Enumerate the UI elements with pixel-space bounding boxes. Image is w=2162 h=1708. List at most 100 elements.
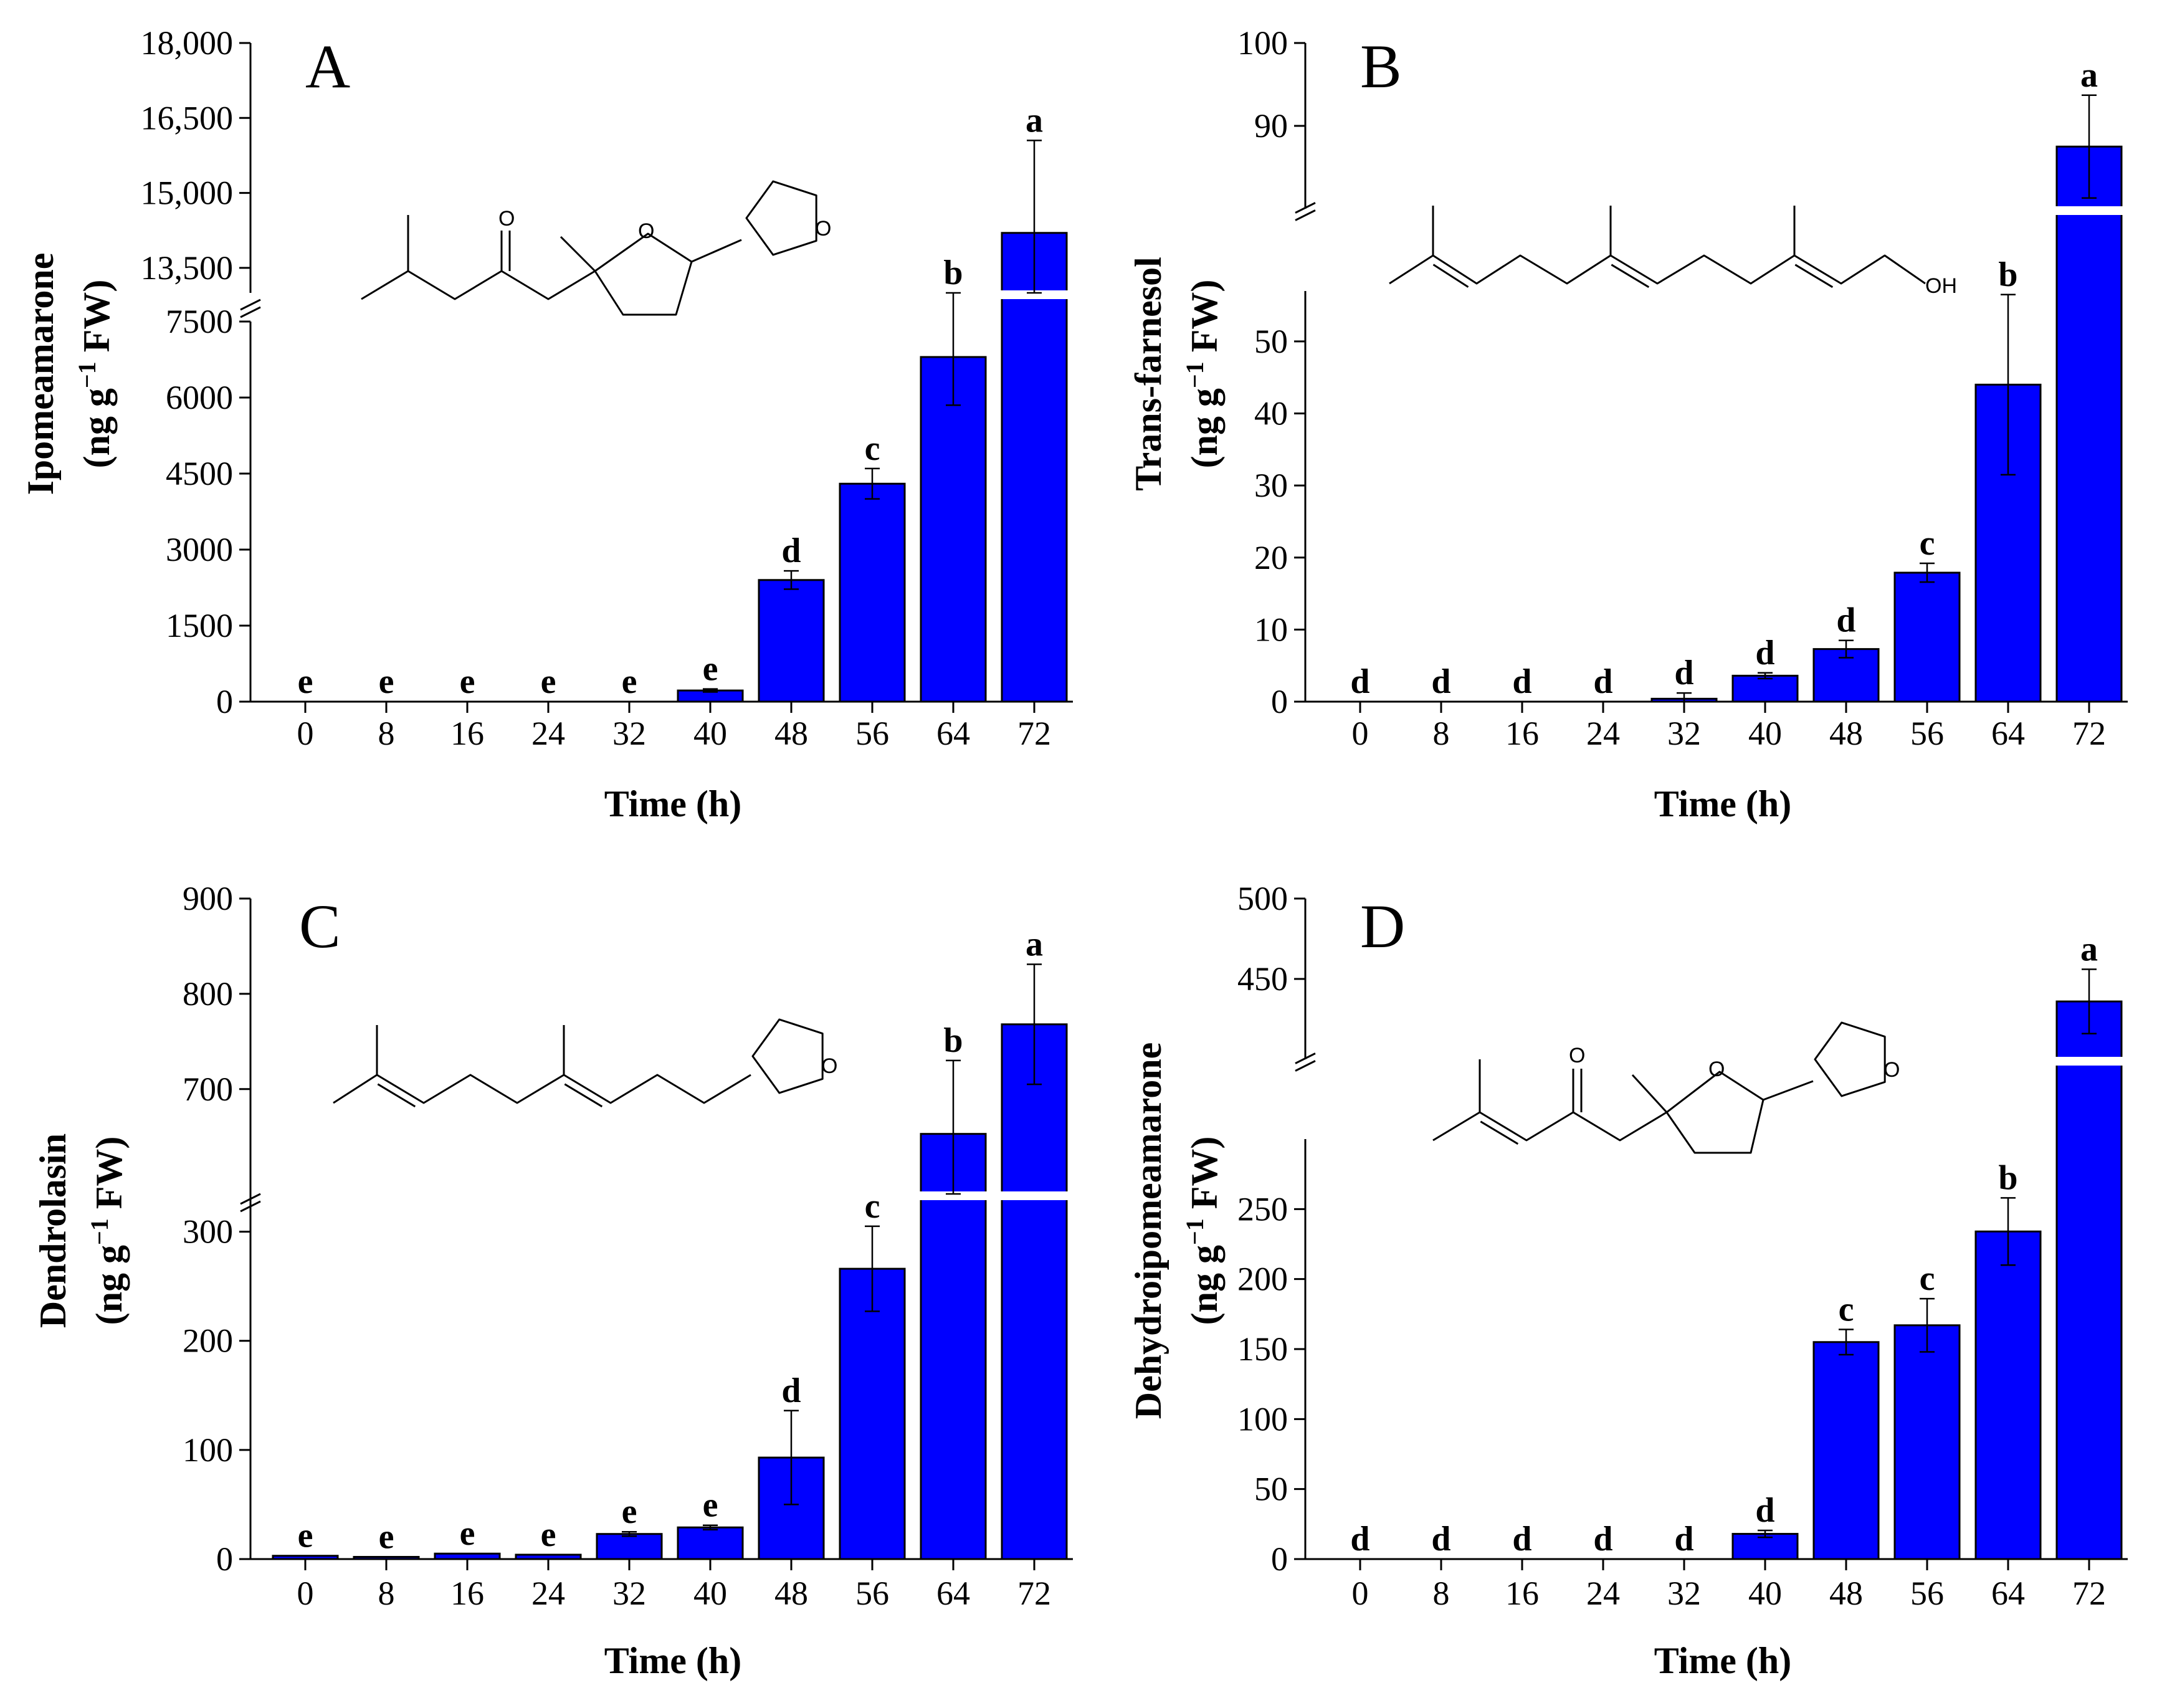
x-tick-label: 0: [1352, 1575, 1369, 1612]
axis-break-mark: [240, 1200, 261, 1213]
hydroxyl-label: OH: [1925, 274, 1957, 298]
oxygen-label: O: [821, 1054, 837, 1078]
y-tick-label: 13,500: [141, 249, 234, 287]
bar: [2055, 145, 2123, 703]
oxygen-label: O: [1708, 1057, 1725, 1081]
ipomeamarone-structure: OO O: [361, 180, 831, 316]
significance-letter: e: [541, 662, 556, 701]
y-tick-label: 16,500: [141, 99, 234, 136]
x-axis-title: Time (h): [1654, 1640, 1792, 1681]
significance-letter: c: [1839, 1291, 1854, 1329]
significance-letter: c: [865, 1187, 880, 1226]
oxygen-label: O: [638, 219, 654, 243]
axis-break-mark: [1295, 1052, 1316, 1064]
significance-letter: d: [1674, 654, 1693, 692]
oxygen-label: O: [815, 217, 831, 241]
y-tick-label: 40: [1254, 395, 1288, 432]
significance-letter: d: [1836, 601, 1855, 640]
y-tick-label: 300: [183, 1213, 233, 1251]
bar: [1974, 1230, 2042, 1560]
x-tick-label: 24: [1586, 715, 1620, 752]
y-tick-label: 100: [1237, 24, 1288, 62]
y-tick-label: 800: [183, 975, 233, 1013]
significance-letter: a: [2080, 930, 2098, 969]
furan-ring: [1814, 1021, 1886, 1097]
y-tick-label: 0: [1271, 1540, 1288, 1578]
significance-letter: d: [1593, 1520, 1612, 1558]
bar: [1731, 674, 1799, 703]
axis-break-mark: [1295, 1060, 1316, 1072]
panel-letter: B: [1360, 32, 1402, 101]
x-tick-label: 16: [450, 1575, 484, 1612]
y-tick-label: 10: [1254, 611, 1288, 648]
bond-chain: [691, 239, 742, 263]
dendrolasin-structure: O: [333, 1018, 837, 1108]
bar: [1893, 571, 1961, 703]
x-tick-label: 48: [774, 1575, 808, 1612]
x-tick-label: 56: [855, 715, 889, 752]
bar: [1001, 232, 1068, 703]
panel-letter: C: [299, 892, 341, 961]
bar: [677, 1526, 744, 1560]
x-tick-label: 64: [936, 715, 970, 752]
x-tick-label: 0: [1352, 715, 1369, 752]
y-axis-title: Dendrolasin: [32, 1133, 74, 1328]
x-tick-label: 8: [1433, 715, 1450, 752]
bar: [1812, 1341, 1880, 1560]
significance-letter: a: [1026, 925, 1043, 964]
y-tick-label: 90: [1254, 107, 1288, 145]
x-tick-label: 40: [693, 715, 727, 752]
significance-letter: d: [1431, 662, 1450, 701]
methyl-bond: [560, 236, 596, 272]
significance-letter: b: [1998, 255, 2017, 294]
bar: [515, 1553, 582, 1560]
significance-letter: d: [1512, 1520, 1531, 1558]
x-tick-label: 40: [1748, 715, 1782, 752]
panel-letter: D: [1360, 892, 1405, 961]
y-tick-label: 4500: [166, 455, 233, 492]
x-tick-label: 16: [1505, 1575, 1539, 1612]
furan-ring: [751, 1018, 824, 1094]
y-tick-label: 3000: [166, 531, 233, 568]
significance-letter: a: [2080, 56, 2098, 95]
y-axis-unit: (ng g−1 FW): [73, 280, 117, 469]
significance-letter: e: [379, 662, 394, 701]
y-tick-label: 150: [1237, 1330, 1288, 1368]
significance-letter: e: [622, 1492, 637, 1531]
x-tick-label: 72: [2072, 715, 2106, 752]
bar: [353, 1555, 420, 1560]
significance-letter: c: [1920, 524, 1935, 563]
x-axis-title: Time (h): [604, 783, 742, 824]
bond-chain: [333, 1074, 751, 1104]
x-tick-label: 8: [1433, 1575, 1450, 1612]
bar: [272, 1555, 339, 1560]
bar: [758, 579, 825, 703]
x-tick-label: 8: [378, 715, 395, 752]
y-tick-label: 20: [1254, 539, 1288, 576]
significance-letter: c: [865, 429, 880, 468]
bar-break-stripe: [1001, 290, 1068, 299]
x-tick-label: 72: [1017, 1575, 1051, 1612]
x-tick-label: 16: [450, 715, 484, 752]
significance-letter: a: [1026, 101, 1043, 140]
significance-letter: d: [1512, 662, 1531, 701]
y-tick-label: 0: [216, 1540, 233, 1578]
significance-letter: d: [1350, 662, 1369, 701]
double-bond: [1432, 264, 1469, 288]
y-tick-label: 6000: [166, 379, 233, 416]
significance-letter: e: [622, 662, 637, 701]
y-axis-unit: (ng g−1 FW): [1181, 1137, 1225, 1325]
significance-letter: d: [1593, 662, 1612, 701]
panel-a: 0 1500 3000 4500 6000 7500 13,500 15,000 16,500 1…: [20, 24, 1073, 824]
y-tick-label: 900: [183, 880, 233, 917]
oxygen-label: O: [1883, 1058, 1900, 1082]
x-tick-label: 40: [693, 1575, 727, 1612]
y-tick-label: 1500: [166, 607, 233, 644]
bond-chain: [361, 215, 409, 300]
bar: [920, 1133, 987, 1560]
y-tick-label: 18,000: [141, 24, 234, 62]
significance-letter: d: [1674, 1520, 1693, 1558]
x-axis-title: Time (h): [604, 1640, 742, 1681]
bond-chain: [1432, 1111, 1667, 1142]
axis-break-mark: [240, 306, 261, 318]
